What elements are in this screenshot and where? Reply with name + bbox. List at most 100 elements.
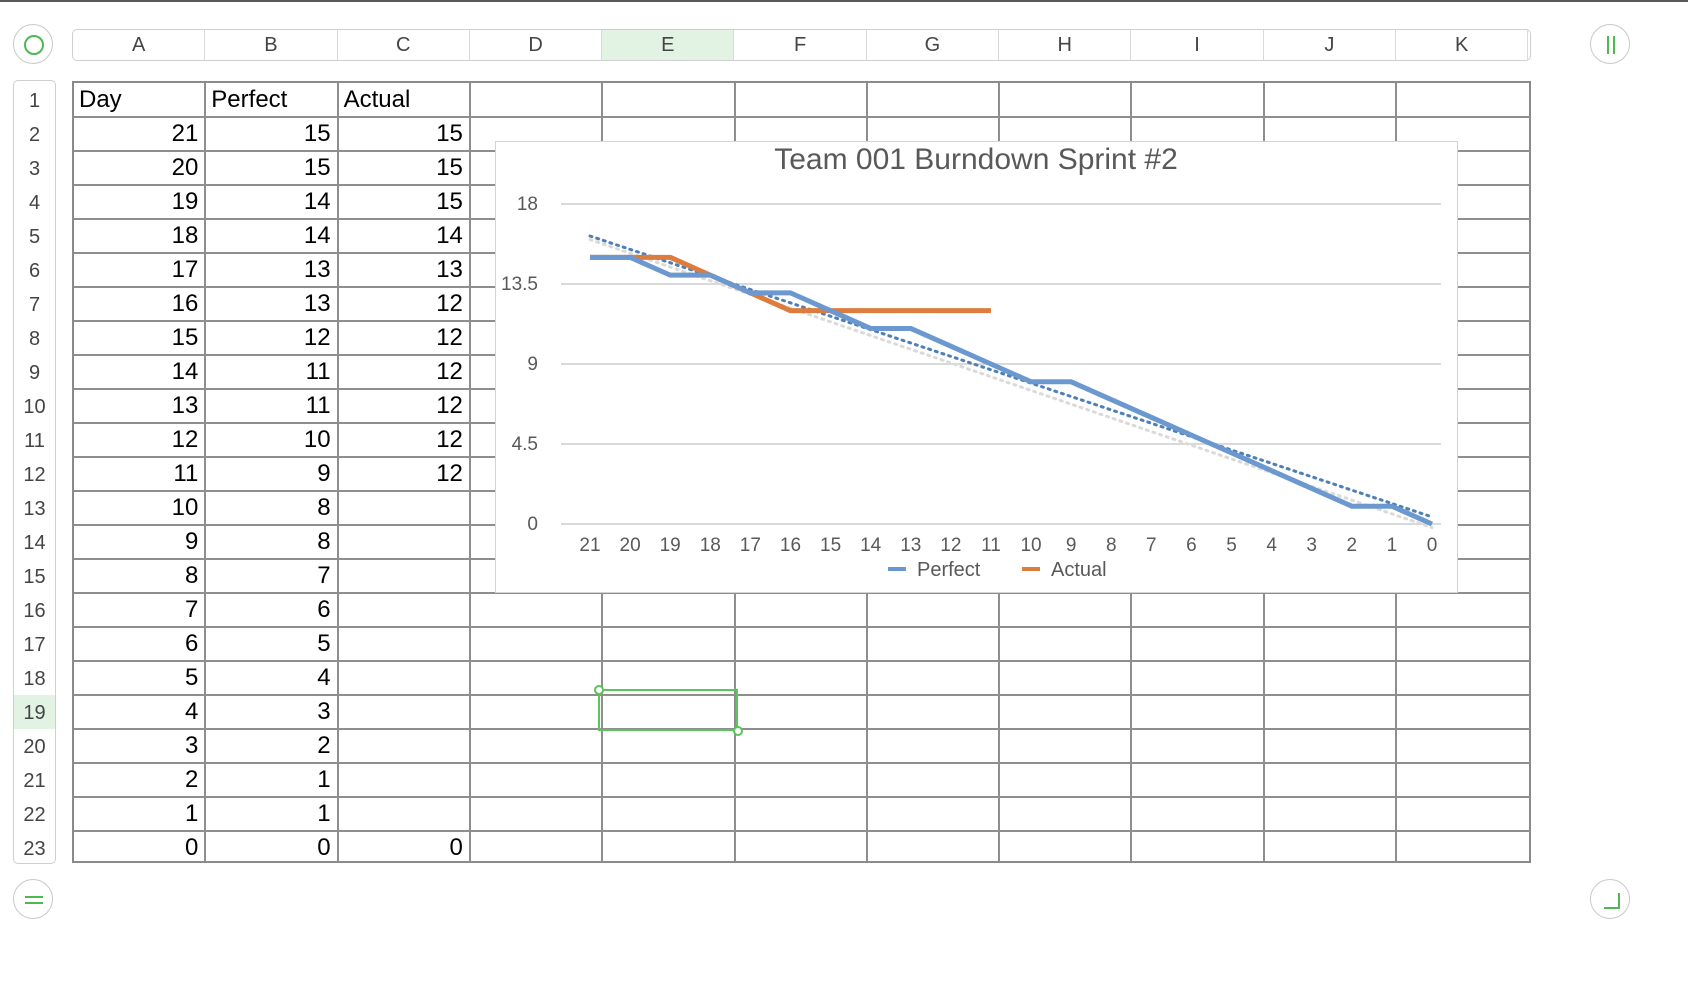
row-header-22[interactable]: 22: [23, 804, 46, 826]
cell-c3[interactable]: 15: [436, 154, 463, 181]
cell-a23[interactable]: 0: [184, 834, 199, 861]
cell-b23[interactable]: 0: [317, 834, 331, 861]
column-header-i[interactable]: I: [1131, 30, 1264, 60]
cell-a4[interactable]: 19: [171, 188, 199, 215]
row-header-18[interactable]: 18: [23, 668, 46, 690]
cell-c11[interactable]: 12: [436, 426, 463, 453]
column-header-d[interactable]: D: [470, 30, 603, 60]
row-header-9[interactable]: 9: [28, 362, 41, 384]
cell-c5[interactable]: 14: [436, 222, 463, 249]
cell-b11[interactable]: 10: [303, 426, 331, 453]
corner-resize-icon[interactable]: [1590, 879, 1630, 919]
row-header-14[interactable]: 14: [23, 532, 46, 554]
column-header-c[interactable]: C: [338, 30, 470, 60]
cell-c1[interactable]: Actual: [343, 86, 411, 113]
cell-b1[interactable]: Perfect: [211, 86, 288, 113]
cell-a10[interactable]: 13: [171, 392, 199, 419]
cell-a2[interactable]: 21: [171, 120, 199, 147]
cell-b19[interactable]: 3: [317, 698, 331, 725]
cell-b18[interactable]: 4: [317, 664, 331, 691]
row-header-1[interactable]: 1: [28, 90, 41, 112]
cell-b6[interactable]: 13: [303, 256, 331, 283]
row-header-23[interactable]: 23: [23, 838, 46, 860]
cell-a17[interactable]: 6: [184, 630, 199, 657]
cell-c7[interactable]: 12: [436, 290, 463, 317]
row-header-5[interactable]: 5: [28, 226, 41, 248]
cell-b3[interactable]: 15: [303, 154, 331, 181]
cell-a7[interactable]: 16: [171, 290, 199, 317]
cell-b17[interactable]: 5: [317, 630, 331, 657]
row-header-10[interactable]: 10: [23, 396, 46, 418]
cell-b14[interactable]: 8: [317, 528, 331, 555]
row-header-3[interactable]: 3: [28, 158, 41, 180]
cell-a6[interactable]: 17: [171, 256, 199, 283]
row-header-21[interactable]: 21: [23, 770, 46, 792]
row-header-2[interactable]: 2: [28, 124, 41, 146]
row-header-17[interactable]: 17: [23, 634, 46, 656]
column-header-h[interactable]: H: [999, 30, 1132, 60]
cell-b5[interactable]: 14: [303, 222, 331, 249]
row-header-8[interactable]: 8: [28, 328, 41, 350]
row-header-20[interactable]: 20: [23, 736, 46, 758]
cell-b9[interactable]: 11: [305, 358, 331, 385]
column-header-k[interactable]: K: [1396, 30, 1529, 60]
cell-a1[interactable]: Day: [79, 86, 122, 113]
selected-cell-E19[interactable]: [598, 689, 738, 731]
cell-a11[interactable]: 12: [171, 426, 199, 453]
cell-c9[interactable]: 12: [436, 358, 463, 385]
cell-a16[interactable]: 7: [184, 596, 199, 623]
cell-a13[interactable]: 10: [171, 494, 199, 521]
cell-b12[interactable]: 9: [317, 460, 331, 487]
column-header-e[interactable]: E: [602, 30, 735, 60]
cell-c12[interactable]: 12: [436, 460, 463, 487]
row-header-4[interactable]: 4: [28, 192, 41, 214]
row-header-13[interactable]: 13: [23, 498, 46, 520]
cell-b13[interactable]: 8: [317, 494, 331, 521]
row-header-16[interactable]: 16: [23, 600, 46, 622]
cell-a20[interactable]: 3: [184, 732, 199, 759]
cell-c23[interactable]: 0: [449, 834, 463, 861]
column-header-j[interactable]: J: [1264, 30, 1396, 60]
row-header-6[interactable]: 6: [28, 260, 41, 282]
selection-handle-bottom-right[interactable]: [733, 726, 743, 736]
circle-icon[interactable]: [13, 24, 53, 64]
burndown-chart[interactable]: Team 001 Burndown Sprint #2 18 13.5 9 4.5 0 21…: [495, 141, 1458, 593]
cell-a3[interactable]: 20: [171, 154, 199, 181]
column-header-g[interactable]: G: [867, 30, 1000, 60]
pause-bars-icon[interactable]: [1590, 24, 1630, 64]
row-header-15[interactable]: 15: [23, 566, 46, 588]
cell-b22[interactable]: 1: [317, 800, 331, 827]
row-header-12[interactable]: 12: [23, 464, 46, 486]
column-header-a[interactable]: A: [73, 30, 206, 60]
cell-a19[interactable]: 4: [184, 698, 199, 725]
column-header-f[interactable]: F: [735, 30, 867, 60]
cell-c4[interactable]: 15: [436, 188, 463, 215]
selection-handle-top-left[interactable]: [594, 685, 604, 695]
cell-c8[interactable]: 12: [436, 324, 463, 351]
cell-a14[interactable]: 9: [184, 528, 199, 555]
equals-icon[interactable]: [13, 879, 53, 919]
cell-a22[interactable]: 1: [184, 800, 199, 827]
column-header-b[interactable]: B: [205, 30, 338, 60]
cell-b21[interactable]: 1: [317, 766, 331, 793]
cell-b15[interactable]: 7: [317, 562, 331, 589]
cell-a21[interactable]: 2: [184, 766, 199, 793]
cell-b2[interactable]: 15: [303, 120, 331, 147]
cell-a8[interactable]: 15: [171, 324, 199, 351]
cell-a5[interactable]: 18: [171, 222, 199, 249]
cell-b4[interactable]: 14: [303, 188, 331, 215]
cell-b16[interactable]: 6: [317, 596, 331, 623]
cell-a15[interactable]: 8: [184, 562, 199, 589]
row-header-7[interactable]: 7: [28, 294, 41, 316]
cell-b8[interactable]: 12: [303, 324, 331, 351]
cell-a18[interactable]: 5: [184, 664, 199, 691]
cell-c6[interactable]: 13: [436, 256, 463, 283]
cell-b10[interactable]: 11: [305, 392, 331, 419]
cell-c2[interactable]: 15: [436, 120, 463, 147]
row-header-19[interactable]: 19: [14, 695, 55, 729]
row-header-11[interactable]: 11: [24, 430, 45, 452]
cell-c10[interactable]: 12: [436, 392, 463, 419]
cell-b7[interactable]: 13: [303, 290, 331, 317]
cell-b20[interactable]: 2: [317, 732, 331, 759]
cell-a9[interactable]: 14: [171, 358, 199, 385]
